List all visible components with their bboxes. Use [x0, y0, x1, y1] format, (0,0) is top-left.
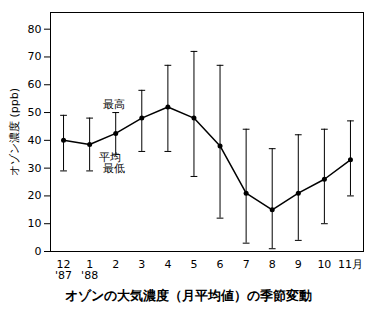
svg-text:最高: 最高 [103, 98, 125, 111]
svg-text:50: 50 [28, 106, 42, 119]
svg-text:70: 70 [28, 50, 42, 63]
svg-text:20: 20 [28, 189, 42, 202]
svg-text:9: 9 [295, 258, 302, 271]
svg-text:30: 30 [28, 162, 42, 175]
svg-text:最低: 最低 [103, 162, 125, 175]
svg-text:12'87: 12'87 [55, 258, 72, 282]
svg-text:0: 0 [35, 245, 42, 258]
svg-text:10: 10 [28, 217, 42, 230]
svg-text:80: 80 [28, 23, 42, 36]
html-text:オゾンの大気濃度（月平均値）の季節変動: オゾンの大気濃度（月平均値）の季節変動 [65, 288, 312, 303]
svg-text:40: 40 [28, 134, 42, 147]
svg-text:3: 3 [138, 258, 145, 271]
svg-text:5: 5 [190, 258, 197, 271]
svg-text:1'88: 1'88 [81, 258, 98, 282]
svg-text:11月: 11月 [338, 258, 363, 271]
svg-text:10: 10 [317, 258, 331, 271]
svg-text:6: 6 [217, 258, 224, 271]
svg-text:オゾン濃度 (ppb): オゾン濃度 (ppb) [8, 88, 21, 176]
svg-text:60: 60 [28, 78, 42, 91]
svg-text:8: 8 [269, 258, 276, 271]
svg-text:2: 2 [112, 258, 119, 271]
svg-text:4: 4 [164, 258, 171, 271]
svg-text:平均: 平均 [98, 150, 121, 164]
svg-text:7: 7 [243, 258, 250, 271]
